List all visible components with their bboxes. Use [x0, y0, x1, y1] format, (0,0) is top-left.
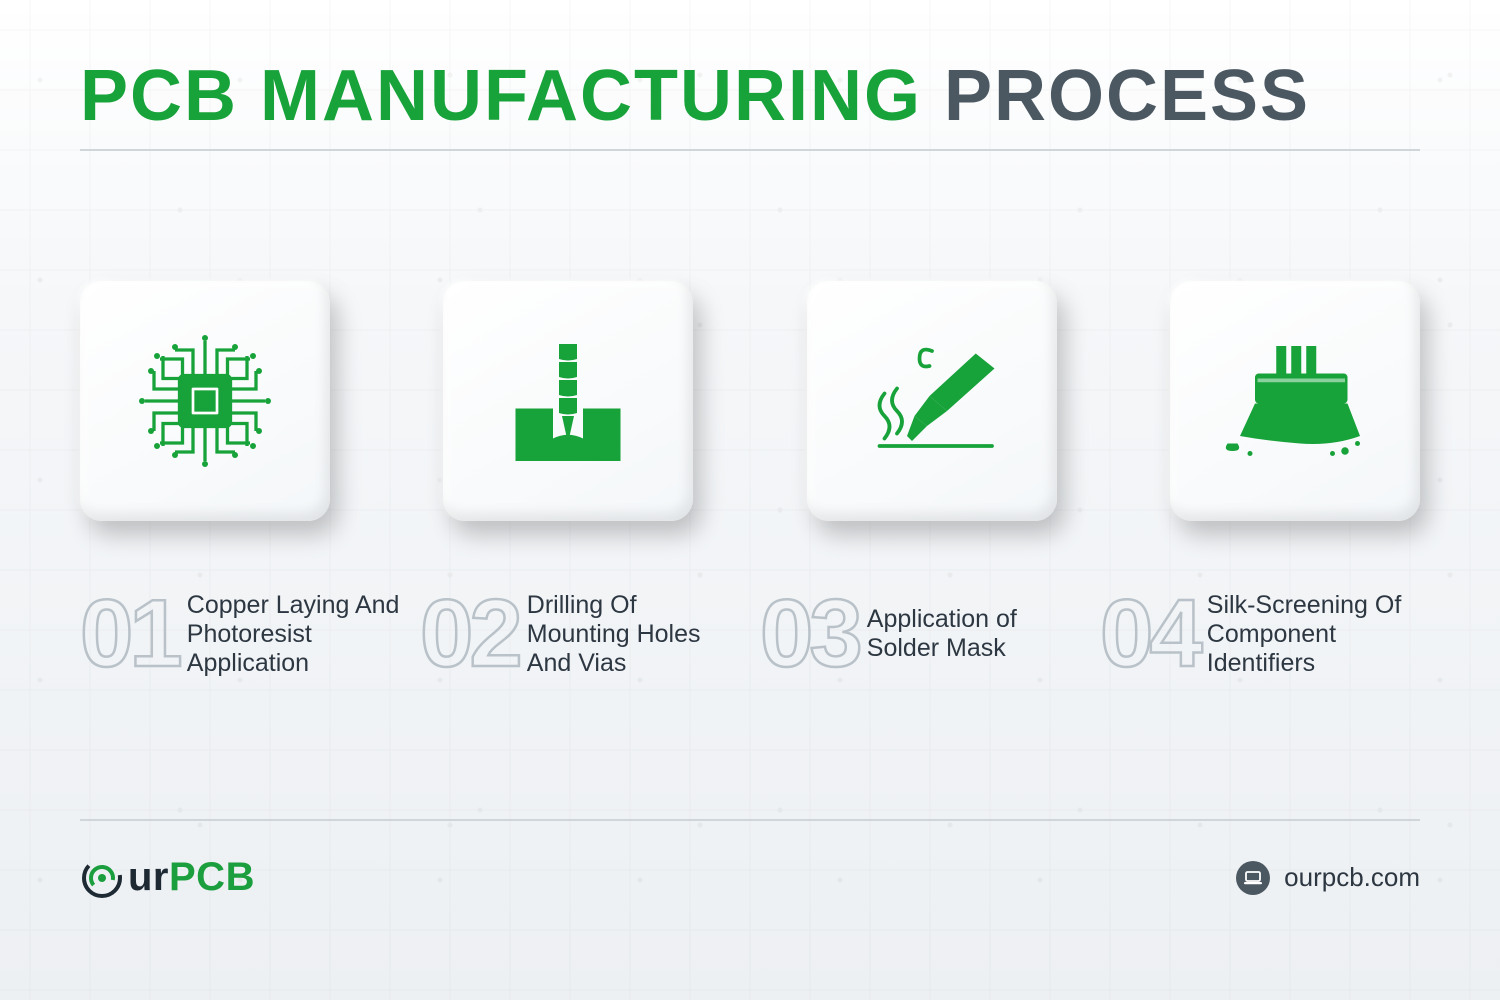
drill-icon [493, 326, 643, 476]
step-2-label: Drilling Of Mounting Holes And Vias [527, 591, 740, 677]
footer: ur PCB ourpcb.com [80, 819, 1420, 900]
card-step-4 [1170, 281, 1420, 521]
step-4-number: 04 [1100, 591, 1199, 677]
card-step-3 [807, 281, 1057, 521]
step-1-number: 01 [80, 591, 179, 677]
step-2: 02 Drilling Of Mounting Holes And Vias [420, 591, 740, 677]
card-step-2 [443, 281, 693, 521]
brand-prefix: ur [128, 855, 169, 900]
step-2-number: 02 [420, 591, 519, 677]
step-3-number: 03 [760, 591, 859, 677]
step-4-label: Silk-Screening Of Component Identifiers [1207, 591, 1420, 677]
icon-cards-row [80, 281, 1420, 521]
title-rest: PROCESS [944, 55, 1310, 137]
step-4: 04 Silk-Screening Of Component Identifie… [1100, 591, 1420, 677]
chip-icon [130, 326, 280, 476]
step-1-label: Copper Laying And Photoresist Applicatio… [187, 591, 400, 677]
infographic-root: PCB MANUFACTURING PROCESS [0, 0, 1500, 1000]
card-step-1 [80, 281, 330, 521]
title: PCB MANUFACTURING PROCESS [80, 55, 1420, 151]
steps-row: 01 Copper Laying And Photoresist Applica… [80, 591, 1420, 677]
site-url: ourpcb.com [1284, 862, 1420, 893]
laptop-icon [1236, 861, 1270, 895]
solder-icon [857, 326, 1007, 476]
step-1: 01 Copper Laying And Photoresist Applica… [80, 591, 400, 677]
title-accent: PCB MANUFACTURING [80, 55, 922, 137]
brand-logo: ur PCB [80, 855, 255, 900]
brand-suffix: PCB [169, 855, 255, 900]
site-link[interactable]: ourpcb.com [1236, 861, 1420, 895]
step-3: 03 Application of Solder Mask [760, 591, 1080, 677]
logo-swirl-icon [80, 856, 124, 900]
squeegee-icon [1220, 326, 1370, 476]
step-3-label: Application of Solder Mask [867, 605, 1080, 663]
